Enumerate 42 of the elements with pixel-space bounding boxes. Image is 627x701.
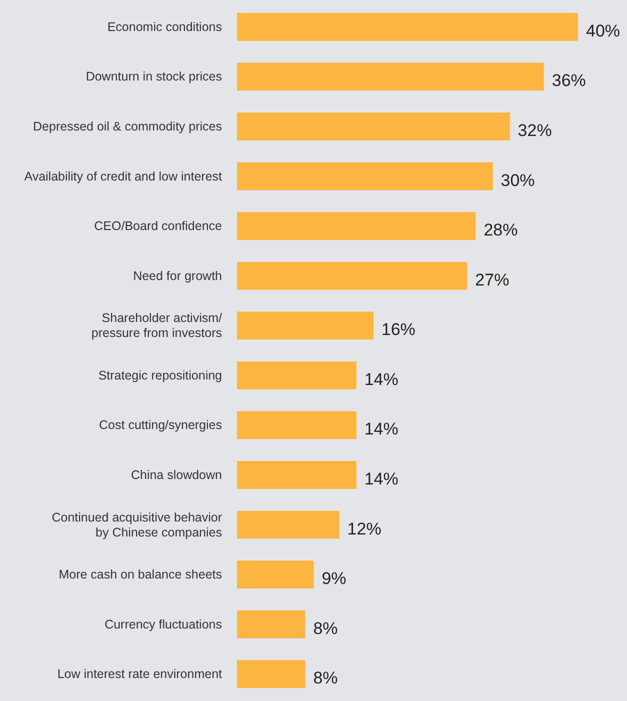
y-tick-label: Economic conditions (107, 20, 222, 34)
y-tick-label: Continued acquisitive behavior by Chinese companies (52, 510, 222, 540)
y-tick-label: Need for growth (133, 268, 222, 283)
y-tick-label: Cost cutting/synergies (99, 418, 222, 432)
data-label: 40% (586, 21, 620, 40)
y-tick-label: Strategic repositioning (98, 368, 222, 382)
bar (237, 610, 306, 638)
y-tick-label: Low interest rate environment (57, 667, 223, 682)
y-tick-label: CEO/Board confidence (94, 219, 222, 234)
bar (237, 560, 314, 588)
data-label: 12% (347, 519, 382, 538)
y-tick-label: China slowdown (130, 468, 222, 482)
data-label: 28% (484, 220, 518, 240)
y-tick-label: Availability of credit and low interest (24, 169, 223, 184)
bar (237, 162, 493, 190)
bar (237, 660, 306, 688)
bar (237, 361, 356, 390)
y-tick-label: Shareholder activism/ pressure from investors (91, 311, 223, 340)
data-label: 9% (322, 569, 346, 588)
data-label: 14% (364, 420, 398, 439)
bar (237, 112, 510, 140)
bar (237, 12, 578, 41)
data-label: 30% (500, 170, 535, 190)
bar (237, 262, 468, 290)
y-tick-label: Downturn in stock prices (86, 70, 222, 84)
data-label: 32% (518, 120, 552, 140)
y-tick-label: Depressed oil & commodity prices (33, 119, 222, 134)
bar (237, 461, 356, 489)
data-label: 36% (552, 71, 586, 90)
bar (237, 62, 544, 91)
data-label: 14% (364, 370, 398, 389)
data-label: 8% (313, 668, 338, 688)
bar (237, 510, 340, 539)
bar (237, 312, 374, 340)
data-label: 16% (381, 320, 416, 340)
bar (237, 212, 476, 240)
data-label: 8% (313, 618, 338, 638)
data-label: 14% (364, 469, 398, 488)
bar (237, 411, 356, 440)
y-tick-label: More cash on balance sheets (58, 568, 222, 582)
y-tick-label: Currency fluctuations (104, 617, 222, 632)
data-label: 27% (475, 270, 510, 290)
